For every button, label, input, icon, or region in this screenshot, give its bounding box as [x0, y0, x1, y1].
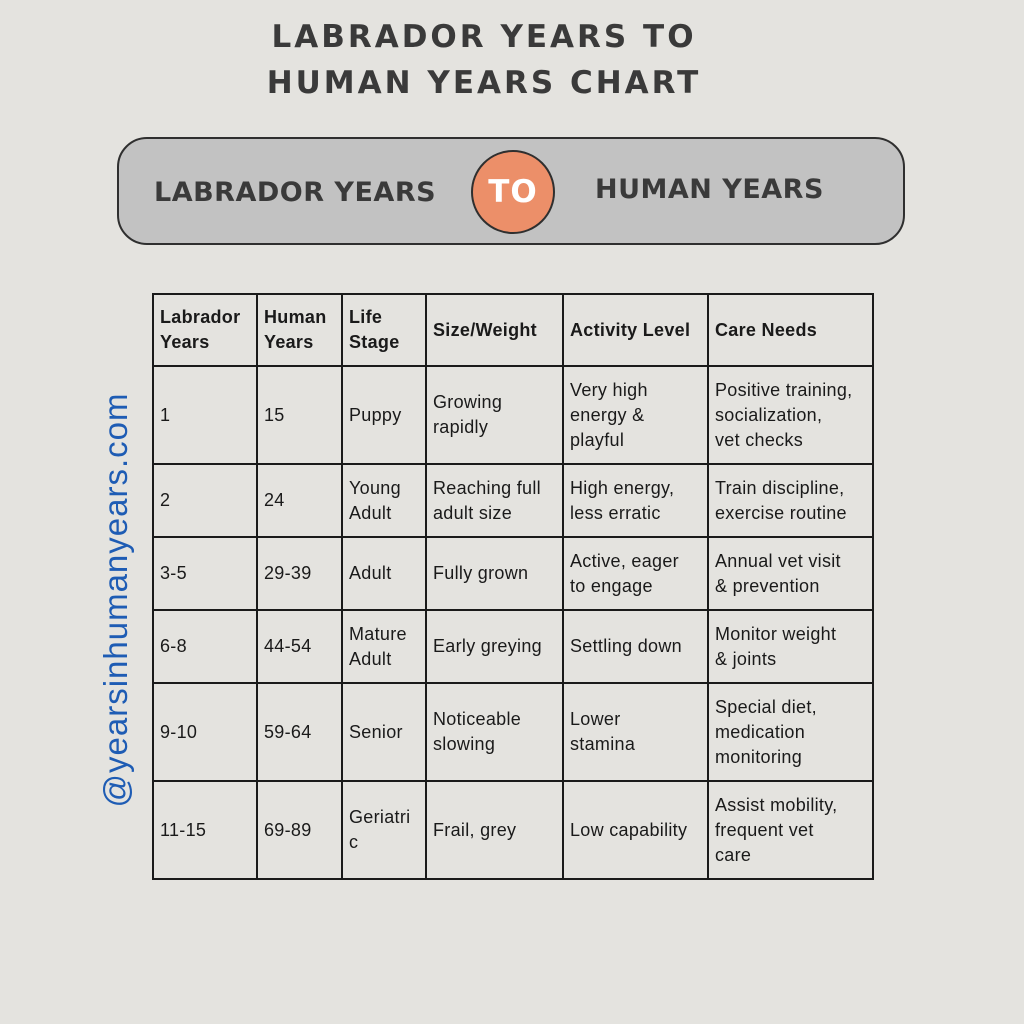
table-header-row: Labrador Years Human Years Life Stage Si… — [152, 293, 874, 367]
header-labrador-years: Labrador Years — [152, 293, 258, 367]
to-circle-badge: TO — [471, 150, 555, 234]
banner-human-years-label: HUMAN YEARS — [595, 174, 824, 205]
title-line-2: HUMAN YEARS CHART — [266, 65, 702, 101]
cell-labrador-years: 11-15 — [152, 780, 258, 880]
cell-size-weight: Growing rapidly — [425, 365, 564, 465]
cell-size-weight: Fully grown — [425, 536, 564, 611]
labrador-years-table: Labrador Years Human Years Life Stage Si… — [152, 293, 874, 880]
cell-life-stage: Adult — [341, 536, 427, 611]
table-row: 11-15 69-89 Geriatri c Frail, grey Low c… — [152, 780, 874, 880]
cell-labrador-years: 2 — [152, 463, 258, 538]
cell-size-weight: Reaching full adult size — [425, 463, 564, 538]
cell-life-stage: Geriatri c — [341, 780, 427, 880]
cell-activity-level: Active, eager to engage — [562, 536, 709, 611]
table-row: 9-10 59-64 Senior Noticeable slowing Low… — [152, 682, 874, 782]
cell-human-years: 44-54 — [256, 609, 343, 684]
cell-labrador-years: 6-8 — [152, 609, 258, 684]
cell-life-stage: Mature Adult — [341, 609, 427, 684]
cell-activity-level: Lower stamina — [562, 682, 709, 782]
table-row: 1 15 Puppy Growing rapidly Very high ene… — [152, 365, 874, 465]
cell-human-years: 29-39 — [256, 536, 343, 611]
table-row: 2 24 Young Adult Reaching full adult siz… — [152, 463, 874, 538]
cell-labrador-years: 3-5 — [152, 536, 258, 611]
cell-activity-level: High energy, less erratic — [562, 463, 709, 538]
cell-life-stage: Senior — [341, 682, 427, 782]
years-banner: LABRADOR YEARS TO HUMAN YEARS — [117, 137, 905, 245]
website-handle: @yearsinhumanyears.com — [97, 392, 134, 808]
cell-size-weight: Frail, grey — [425, 780, 564, 880]
banner-labrador-years-label: LABRADOR YEARS — [154, 177, 437, 208]
header-human-years: Human Years — [256, 293, 343, 367]
header-activity-level: Activity Level — [562, 293, 709, 367]
cell-care-needs: Assist mobility, frequent vet care — [707, 780, 874, 880]
cell-care-needs: Special diet, medication monitoring — [707, 682, 874, 782]
cell-activity-level: Very high energy & playful — [562, 365, 709, 465]
cell-activity-level: Settling down — [562, 609, 709, 684]
table-row: 6-8 44-54 Mature Adult Early greying Set… — [152, 609, 874, 684]
table-row: 3-5 29-39 Adult Fully grown Active, eage… — [152, 536, 874, 611]
title-line-1: LABRADOR YEARS TO — [271, 19, 697, 55]
cell-size-weight: Early greying — [425, 609, 564, 684]
header-size-weight: Size/Weight — [425, 293, 564, 367]
cell-size-weight: Noticeable slowing — [425, 682, 564, 782]
cell-activity-level: Low capability — [562, 780, 709, 880]
cell-human-years: 15 — [256, 365, 343, 465]
cell-human-years: 59-64 — [256, 682, 343, 782]
header-care-needs: Care Needs — [707, 293, 874, 367]
cell-labrador-years: 1 — [152, 365, 258, 465]
cell-care-needs: Train discipline, exercise routine — [707, 463, 874, 538]
cell-care-needs: Monitor weight & joints — [707, 609, 874, 684]
header-life-stage: Life Stage — [341, 293, 427, 367]
cell-human-years: 24 — [256, 463, 343, 538]
cell-care-needs: Annual vet visit & prevention — [707, 536, 874, 611]
cell-life-stage: Puppy — [341, 365, 427, 465]
cell-human-years: 69-89 — [256, 780, 343, 880]
cell-care-needs: Positive training, socialization, vet ch… — [707, 365, 874, 465]
cell-labrador-years: 9-10 — [152, 682, 258, 782]
page-title: LABRADOR YEARS TO HUMAN YEARS CHART — [0, 14, 968, 106]
cell-life-stage: Young Adult — [341, 463, 427, 538]
